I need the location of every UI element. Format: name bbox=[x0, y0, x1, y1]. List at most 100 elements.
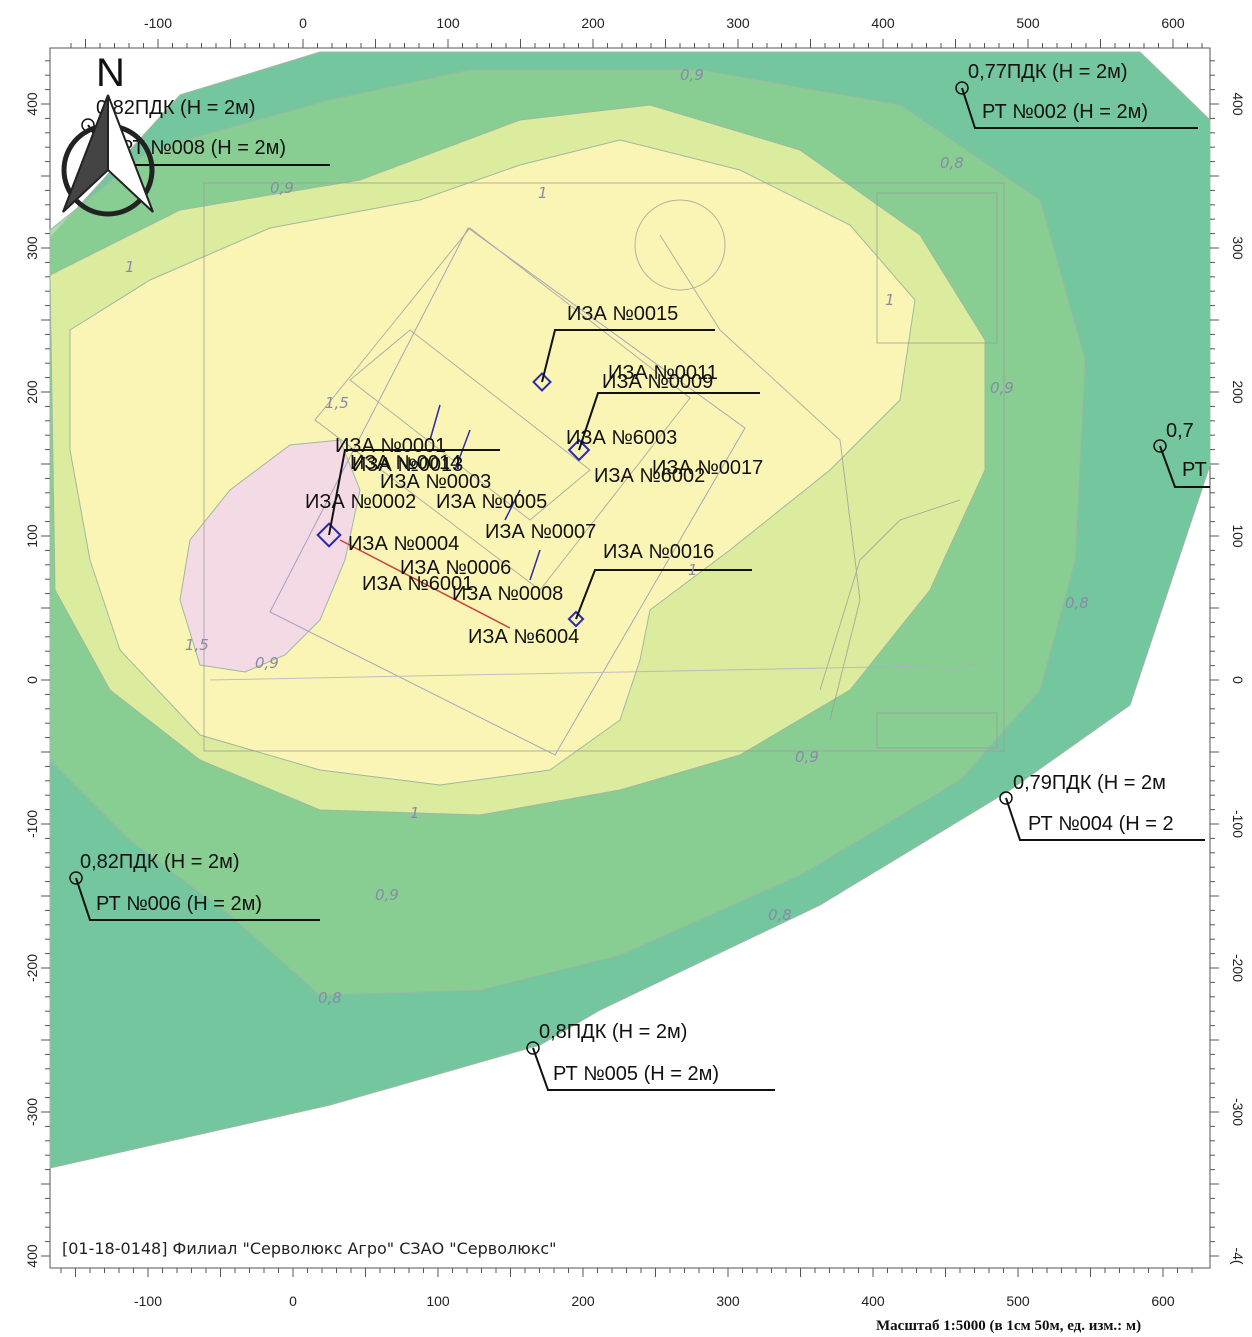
source-label: ИЗА №0015 bbox=[567, 303, 678, 325]
tick-label: 400 bbox=[24, 92, 40, 116]
tick-label: 500 bbox=[1006, 1293, 1030, 1309]
tick-label: -200 bbox=[24, 954, 40, 982]
receptor-name-008: РТ №008 (Н = 2м) bbox=[120, 137, 286, 159]
receptor-name-004: РТ №004 (Н = 2 bbox=[1028, 813, 1174, 835]
isoline-label: 0,8 bbox=[1065, 594, 1089, 612]
source-label: ИЗА №0003 bbox=[380, 471, 491, 493]
axis-left: 400 300 200 100 0 -100 -200 -300 400 bbox=[24, 60, 50, 1268]
tick-label: 100 bbox=[24, 524, 40, 548]
tick-label: 0 bbox=[1230, 676, 1246, 684]
tick-label: -100 bbox=[134, 1293, 162, 1309]
tick-label: 100 bbox=[436, 15, 460, 31]
axis-top: -100 0 100 200 300 400 500 600 bbox=[70, 15, 1203, 48]
source-label: ИЗА №6003 bbox=[566, 427, 677, 449]
source-label: ИЗА №0008 bbox=[452, 583, 563, 605]
tick-label: -100 bbox=[1230, 810, 1246, 838]
isoline-label: 1 bbox=[885, 291, 895, 309]
receptor-value-006: 0,82ПДК (Н = 2м) bbox=[80, 851, 239, 873]
receptor-name-002: РТ №002 (Н = 2м) bbox=[982, 101, 1148, 123]
source-label: ИЗА №0017 bbox=[652, 457, 763, 479]
tick-label: 200 bbox=[24, 380, 40, 404]
tick-label: 100 bbox=[426, 1293, 450, 1309]
tick-label: 0 bbox=[24, 676, 40, 684]
source-label: ИЗА №6001 bbox=[362, 573, 473, 595]
isoline-label: 0,8 bbox=[768, 906, 792, 924]
site-plan bbox=[203, 182, 1005, 756]
isoline-label: 1 bbox=[688, 561, 698, 579]
receptor-name-right: РТ bbox=[1182, 459, 1207, 481]
source-label: ИЗА №0014 bbox=[350, 452, 461, 474]
scale-label: Масштаб 1:5000 (в 1см 50м, ед. изм.: м) bbox=[876, 1318, 1141, 1334]
isoline-label: 1,5 bbox=[185, 636, 209, 654]
source-label: ИЗА №0002 bbox=[305, 491, 416, 513]
source-label: ИЗА №0001 bbox=[335, 435, 446, 457]
tick-label: -4( bbox=[1230, 1247, 1246, 1264]
isoline-label: 0,8 bbox=[940, 154, 964, 172]
receptor-name-006: РТ №006 (Н = 2м) bbox=[96, 893, 262, 915]
isoline-label: 0,9 bbox=[255, 654, 279, 672]
source-label: ИЗА №0016 bbox=[603, 541, 714, 563]
receptor-name-005: РТ №005 (Н = 2м) bbox=[553, 1063, 719, 1085]
source-labels: ИЗА №0015 ИЗА №0011 ИЗА №0009 ИЗА №6003 … bbox=[305, 303, 763, 648]
source-label: ИЗА №0011 bbox=[608, 362, 718, 384]
tick-label: 200 bbox=[581, 15, 605, 31]
isoline-label: 1,5 bbox=[325, 394, 349, 412]
tick-label: 0 bbox=[289, 1293, 297, 1309]
tick-label: 400 bbox=[1230, 92, 1246, 116]
isoline-label: 0,9 bbox=[990, 379, 1014, 397]
tick-label: 600 bbox=[1161, 15, 1185, 31]
tick-label: -300 bbox=[1230, 1098, 1246, 1126]
isoline-label: 0,9 bbox=[375, 886, 399, 904]
receptor-value-right: 0,7 bbox=[1166, 420, 1194, 442]
tick-label: 200 bbox=[571, 1293, 595, 1309]
receptor-markers bbox=[69, 81, 1167, 1055]
source-label: ИЗА №0004 bbox=[348, 533, 459, 555]
tick-label: 100 bbox=[1230, 524, 1246, 548]
tick-label: 300 bbox=[1230, 236, 1246, 260]
tick-label: -100 bbox=[24, 810, 40, 838]
source-lines bbox=[339, 404, 541, 629]
map-title: [01-18-0148] Филиал "Серволюкс Агро" СЗА… bbox=[62, 1239, 557, 1258]
receptor-value-005: 0,8ПДК (Н = 2м) bbox=[539, 1021, 687, 1043]
source-label: ИЗА №0007 bbox=[485, 521, 596, 543]
axis-bottom: -100 0 100 200 300 400 500 600 bbox=[60, 1268, 1193, 1309]
isoline-label: 0,9 bbox=[795, 748, 819, 766]
north-arrow-icon: N bbox=[61, 51, 155, 217]
source-label: ИЗА №6004 bbox=[468, 626, 579, 648]
concentration-zones bbox=[49, 51, 1211, 1169]
receptor-labels: 0,82ПДК (Н = 2м) РТ №008 (Н = 2м) 0,77ПД… bbox=[80, 61, 1207, 1085]
zone-1-5 bbox=[179, 439, 361, 673]
isoline-label: 1 bbox=[125, 258, 135, 276]
isoline-label: 1 bbox=[410, 804, 420, 822]
north-label: N bbox=[96, 51, 125, 95]
tick-label: 300 bbox=[716, 1293, 740, 1309]
isoline-label: 0,9 bbox=[680, 66, 704, 84]
source-markers bbox=[316, 372, 591, 628]
tick-label: -200 bbox=[1230, 954, 1246, 982]
tick-label: -100 bbox=[144, 15, 172, 31]
tick-label: 400 bbox=[861, 1293, 885, 1309]
axis-right: 400 300 200 100 0 -100 -200 -300 -4( bbox=[1210, 60, 1246, 1265]
tick-label: -300 bbox=[24, 1098, 40, 1126]
receptor-value-004: 0,79ПДК (Н = 2м bbox=[1013, 772, 1166, 794]
tick-label: 600 bbox=[1151, 1293, 1175, 1309]
isoline-labels: 0,9 0,8 1 0,9 1 1 1,5 0,9 1,5 1 0,9 0,9 … bbox=[125, 66, 1089, 1007]
isoline-label: 1 bbox=[538, 184, 548, 202]
isoline-label: 0,8 bbox=[318, 989, 342, 1007]
tick-label: 400 bbox=[24, 1244, 40, 1268]
leader-lines bbox=[75, 87, 1210, 1091]
source-label: ИЗА №6002 bbox=[594, 465, 705, 487]
tick-label: 0 bbox=[299, 15, 307, 31]
isoline-label: 0,9 bbox=[270, 179, 294, 197]
source-label: ИЗА №0013 bbox=[352, 454, 463, 476]
source-label: ИЗА №0009 bbox=[602, 371, 713, 393]
receptor-value-008: 0,82ПДК (Н = 2м) bbox=[96, 97, 255, 119]
tick-label: 300 bbox=[726, 15, 750, 31]
tick-label: 400 bbox=[871, 15, 895, 31]
tick-label: 200 bbox=[1230, 380, 1246, 404]
tick-label: 500 bbox=[1016, 15, 1040, 31]
source-label: ИЗА №0005 bbox=[436, 491, 547, 513]
tick-label: 300 bbox=[24, 236, 40, 260]
receptor-value-002: 0,77ПДК (Н = 2м) bbox=[968, 61, 1127, 83]
